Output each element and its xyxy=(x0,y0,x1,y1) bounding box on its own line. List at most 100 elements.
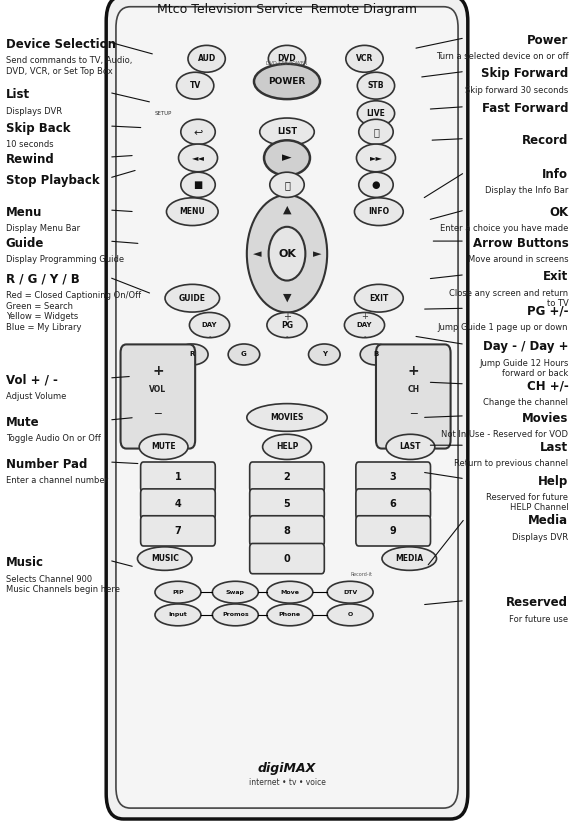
Text: CH +/-: CH +/- xyxy=(526,380,568,392)
Text: +: + xyxy=(361,312,368,321)
Text: MENU: MENU xyxy=(180,207,205,216)
Ellipse shape xyxy=(355,198,404,226)
Text: SETUP: SETUP xyxy=(155,111,172,116)
Text: Displays DVR: Displays DVR xyxy=(512,533,568,542)
Text: Stop Playback: Stop Playback xyxy=(6,174,99,186)
Text: ─: ─ xyxy=(410,408,417,418)
Text: Reserved for future
HELP Channel: Reserved for future HELP Channel xyxy=(486,493,568,512)
Ellipse shape xyxy=(189,312,230,338)
Ellipse shape xyxy=(181,119,215,144)
Ellipse shape xyxy=(269,45,305,72)
Ellipse shape xyxy=(254,64,320,99)
Text: Red = Closed Captioning On/Off
Green = Search
Yellow = Widgets
Blue = My Library: Red = Closed Captioning On/Off Green = S… xyxy=(6,291,141,332)
Text: Menu: Menu xyxy=(6,206,42,218)
Ellipse shape xyxy=(267,312,307,338)
Ellipse shape xyxy=(355,284,404,312)
FancyBboxPatch shape xyxy=(141,462,215,492)
Text: ►►: ►► xyxy=(370,154,382,162)
Text: Input: Input xyxy=(169,612,187,617)
Text: ►: ► xyxy=(282,151,292,165)
Text: B: B xyxy=(373,351,379,358)
Text: Reserved: Reserved xyxy=(506,596,568,609)
Text: DVD STB POWER: DVD STB POWER xyxy=(266,60,308,66)
Ellipse shape xyxy=(308,344,340,365)
Text: Display Programming Guide: Display Programming Guide xyxy=(6,255,124,265)
Text: Jump Guide 1 page up or down: Jump Guide 1 page up or down xyxy=(438,323,568,332)
Text: Skip Back: Skip Back xyxy=(6,122,70,134)
Text: Power: Power xyxy=(527,34,568,46)
FancyBboxPatch shape xyxy=(376,344,451,449)
Ellipse shape xyxy=(267,604,313,626)
Text: Number Pad: Number Pad xyxy=(6,458,87,470)
Ellipse shape xyxy=(177,344,208,365)
Text: ▼: ▼ xyxy=(283,292,291,302)
Text: ►: ► xyxy=(313,249,321,259)
Ellipse shape xyxy=(359,119,393,144)
Text: MOVIES: MOVIES xyxy=(270,413,304,422)
Ellipse shape xyxy=(228,344,259,365)
Ellipse shape xyxy=(177,72,214,99)
Text: DAY: DAY xyxy=(201,322,218,328)
Ellipse shape xyxy=(188,45,225,72)
Text: 3: 3 xyxy=(390,472,397,482)
FancyBboxPatch shape xyxy=(250,516,324,546)
Text: DVD: DVD xyxy=(278,55,296,63)
FancyBboxPatch shape xyxy=(356,489,430,519)
Text: R / G / Y / B: R / G / Y / B xyxy=(6,273,79,286)
Ellipse shape xyxy=(212,604,258,626)
Text: 4: 4 xyxy=(174,499,181,509)
Ellipse shape xyxy=(327,581,373,603)
Text: Display the Info Bar: Display the Info Bar xyxy=(485,186,568,196)
Text: Record: Record xyxy=(522,134,568,147)
Text: ▲: ▲ xyxy=(283,205,291,215)
Text: Enter a channel number: Enter a channel number xyxy=(6,476,108,486)
Text: 1: 1 xyxy=(174,472,181,482)
Text: Help: Help xyxy=(538,475,568,487)
Ellipse shape xyxy=(138,547,192,570)
Text: Mtco Television Service  Remote Diagram: Mtco Television Service Remote Diagram xyxy=(157,3,417,15)
Text: +: + xyxy=(152,365,164,378)
Text: Toggle Audio On or Off: Toggle Audio On or Off xyxy=(6,434,100,444)
Ellipse shape xyxy=(357,72,395,99)
Text: MUTE: MUTE xyxy=(152,443,176,451)
Text: DTV: DTV xyxy=(343,590,357,595)
Text: ◄: ◄ xyxy=(253,249,261,259)
Ellipse shape xyxy=(166,198,218,226)
Text: List: List xyxy=(6,88,30,101)
Text: Arrow Buttons: Arrow Buttons xyxy=(472,237,568,249)
FancyBboxPatch shape xyxy=(141,489,215,519)
Ellipse shape xyxy=(327,604,373,626)
Text: MUSIC: MUSIC xyxy=(151,554,179,563)
Text: Fast Forward: Fast Forward xyxy=(482,102,568,115)
Text: HELP: HELP xyxy=(276,443,298,451)
FancyBboxPatch shape xyxy=(116,7,458,808)
Text: Device Selection: Device Selection xyxy=(6,38,116,50)
Text: For future use: For future use xyxy=(509,615,568,624)
Text: Day - / Day +: Day - / Day + xyxy=(483,340,568,353)
Text: LIVE: LIVE xyxy=(367,109,385,118)
Ellipse shape xyxy=(155,581,201,603)
Text: Change the channel: Change the channel xyxy=(483,398,568,407)
Text: 2: 2 xyxy=(284,472,290,482)
Ellipse shape xyxy=(382,547,436,570)
Text: Guide: Guide xyxy=(6,237,44,249)
Text: INFO: INFO xyxy=(369,207,389,216)
Text: ─: ─ xyxy=(154,408,161,418)
Ellipse shape xyxy=(360,344,392,365)
Text: 6: 6 xyxy=(390,499,397,509)
Text: OK: OK xyxy=(549,206,568,218)
Ellipse shape xyxy=(267,581,313,603)
Text: internet • tv • voice: internet • tv • voice xyxy=(249,779,325,787)
Ellipse shape xyxy=(165,284,219,312)
Text: Jump Guide 12 Hours
forward or back: Jump Guide 12 Hours forward or back xyxy=(479,359,568,378)
Text: ●: ● xyxy=(372,180,380,190)
Ellipse shape xyxy=(179,144,218,172)
Text: 7: 7 xyxy=(174,526,181,536)
Text: Displays DVR: Displays DVR xyxy=(6,107,62,116)
Ellipse shape xyxy=(155,604,201,626)
Text: G: G xyxy=(241,351,247,358)
Text: DAY: DAY xyxy=(356,322,373,328)
Ellipse shape xyxy=(264,140,310,176)
Text: Y: Y xyxy=(322,351,327,358)
Text: Send commands to TV, Audio,
DVD, VCR, or Set Top Box: Send commands to TV, Audio, DVD, VCR, or… xyxy=(6,56,132,76)
